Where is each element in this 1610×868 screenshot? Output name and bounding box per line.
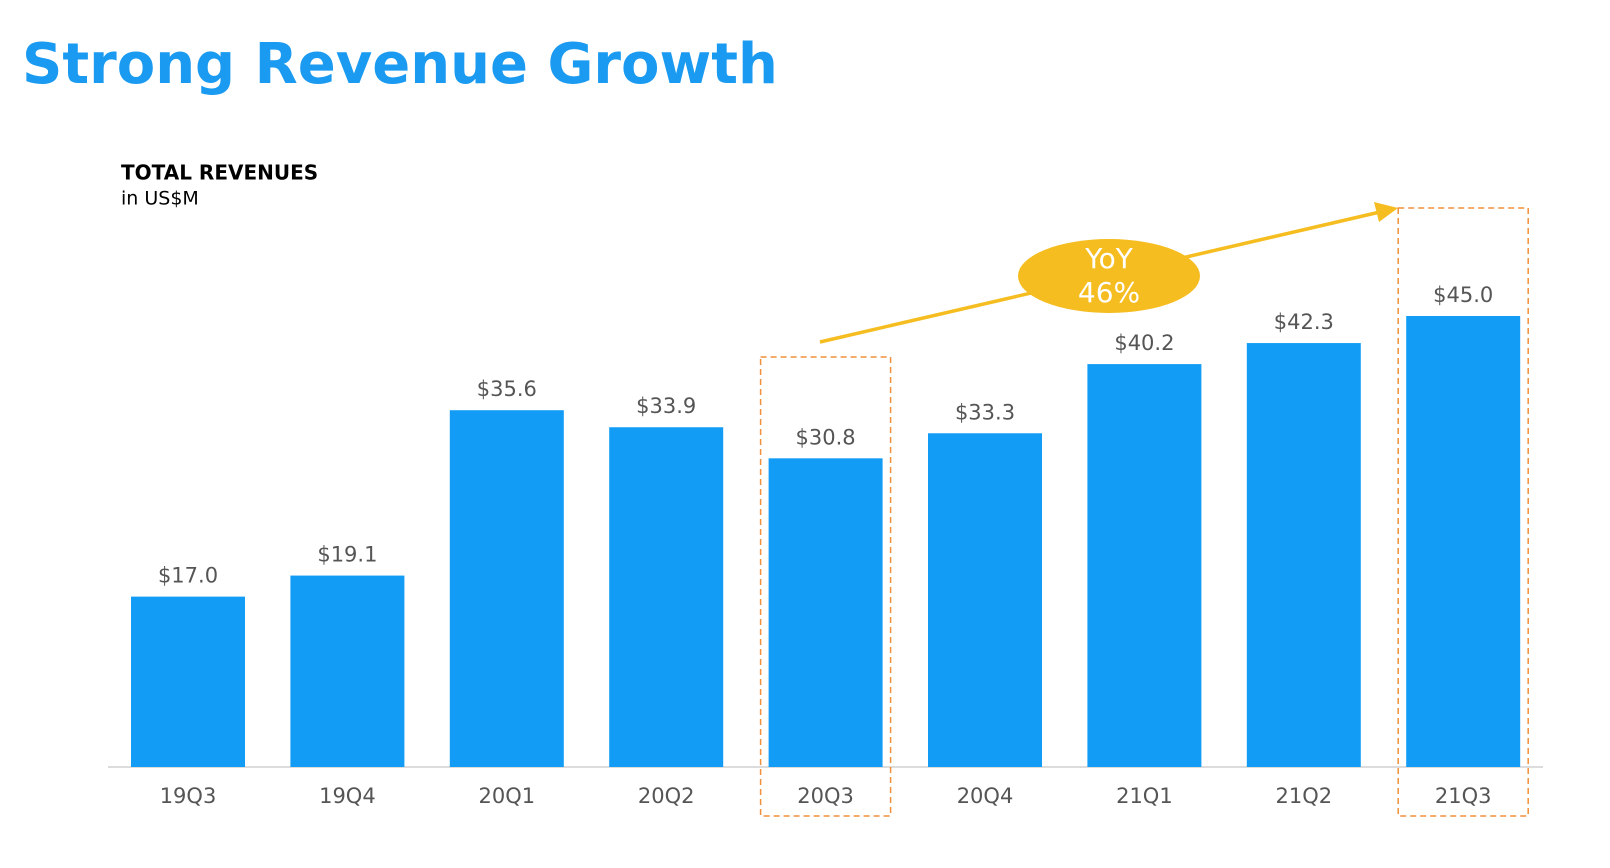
x-tick-label: 21Q2	[1275, 784, 1332, 808]
x-tick-label: 19Q3	[160, 784, 217, 808]
bar	[1406, 316, 1521, 767]
bar	[1087, 364, 1202, 767]
value-label: $42.3	[1274, 310, 1334, 334]
value-label: $17.0	[158, 564, 218, 588]
x-tick-label: 21Q1	[1116, 784, 1173, 808]
bar	[449, 410, 564, 767]
annotation: YoY	[1084, 242, 1134, 275]
arrow-head	[1374, 202, 1398, 222]
value-label: $45.0	[1433, 283, 1493, 307]
x-tick-label: 20Q2	[638, 784, 695, 808]
highlight-box	[759, 356, 892, 817]
value-label: $30.8	[796, 425, 856, 449]
x-tick-label: 20Q1	[478, 784, 535, 808]
bar	[609, 427, 724, 767]
x-tick-label: 21Q3	[1435, 784, 1492, 808]
value-label: $40.2	[1114, 331, 1174, 355]
unit-label: in US$M	[121, 188, 199, 210]
x-tick-label: 20Q4	[957, 784, 1014, 808]
bar	[131, 596, 245, 767]
value-label: $33.9	[636, 394, 696, 418]
chart-title: Strong Revenue Growth	[22, 32, 778, 97]
x-tick-label: 20Q3	[797, 784, 854, 808]
yoy-badge	[1018, 239, 1200, 313]
value-label: $19.1	[317, 543, 377, 567]
bar	[1246, 343, 1361, 767]
highlight-box	[1397, 207, 1529, 817]
bar	[290, 575, 405, 767]
bar	[768, 458, 883, 767]
chart-subtitle: TOTAL REVENUES	[121, 161, 318, 185]
value-label: $33.3	[955, 400, 1015, 424]
bar	[928, 433, 1042, 767]
x-tick-label: 19Q4	[319, 784, 376, 808]
annotation: 46%	[1078, 276, 1140, 309]
value-label: $35.6	[477, 377, 537, 401]
